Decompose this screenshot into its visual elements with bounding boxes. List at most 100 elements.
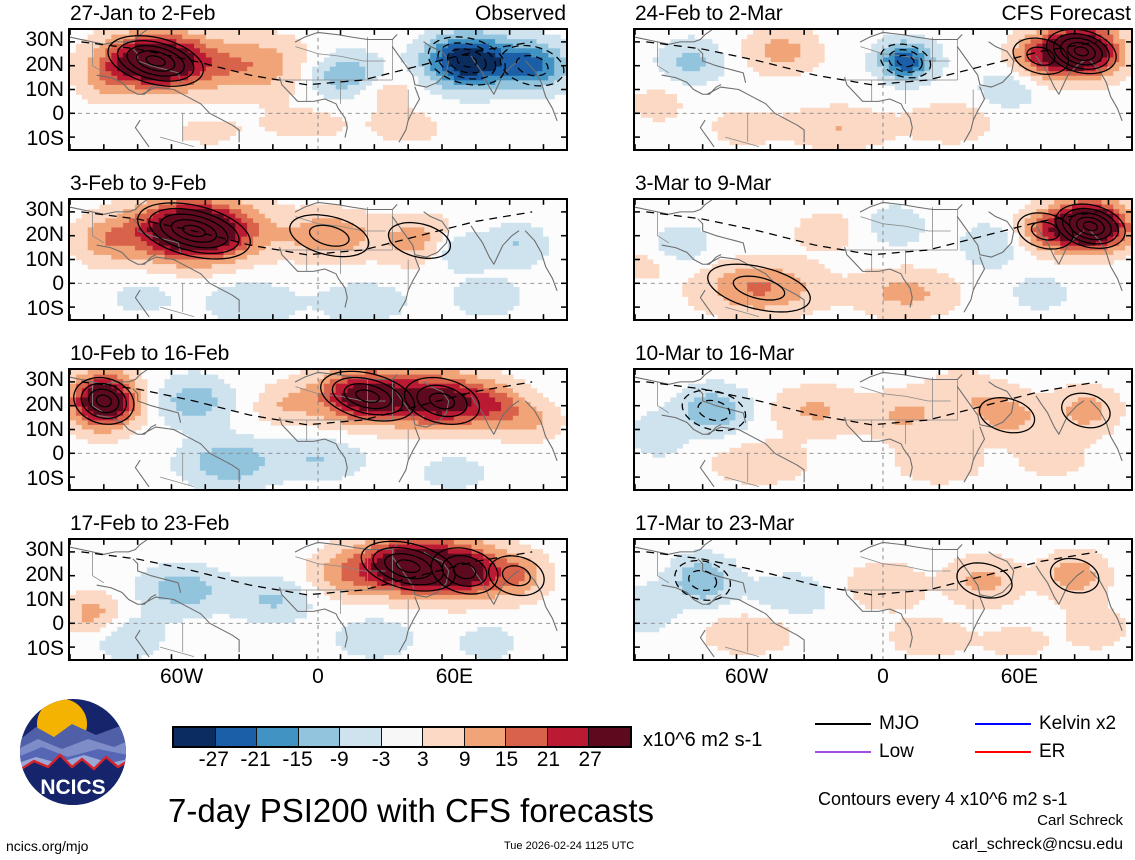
coastlines xyxy=(70,30,558,148)
colorbar-tick-labels: -27 -21 -15 -9 -3 3 9 15 21 27 xyxy=(172,748,632,774)
contact-email: carl_schreck@ncsu.edu xyxy=(952,836,1123,853)
colorbar-tick-label: -15 xyxy=(282,748,313,771)
x-tick-label: 0 xyxy=(877,665,889,688)
map-plot xyxy=(635,30,1131,149)
map-plot xyxy=(635,200,1131,319)
ncics-logo-text: NCICS xyxy=(40,776,105,799)
shaded-anomaly-field xyxy=(635,549,1126,656)
panel-title: 10-Mar to 16-Mar xyxy=(635,342,795,365)
legend-item-mjo: MJO xyxy=(815,713,919,735)
country-borders xyxy=(657,377,974,487)
y-tick-label: 10S xyxy=(26,296,64,320)
panel-title: 17-Mar to 23-Mar xyxy=(635,512,795,535)
page-title: 7-day PSI200 with CFS forecasts xyxy=(168,792,655,829)
colorbar-swatch-5 xyxy=(380,728,423,746)
y-axis-labels: 30N 20N 10N 0 10S xyxy=(10,198,64,321)
colorbar xyxy=(172,726,632,748)
y-axis-labels: 30N 20N 10N 0 10S xyxy=(10,28,64,151)
map-frame xyxy=(68,538,568,661)
panel-title: 3-Mar to 9-Mar xyxy=(635,172,772,195)
panel-title: 3-Feb to 9-Feb xyxy=(70,172,207,195)
y-tick-label: 0 xyxy=(52,442,64,466)
y-tick-label: 30N xyxy=(25,368,64,392)
map-frame xyxy=(633,198,1133,321)
y-tick-label: 10N xyxy=(25,77,64,101)
ncics-logo-icon: NCICS xyxy=(20,699,126,805)
wave-legend: MJO Kelvin x2 Low ER xyxy=(815,713,1125,769)
colorbar-tick-label: -21 xyxy=(240,748,271,771)
legend-label: Low xyxy=(879,741,914,762)
country-borders xyxy=(657,207,974,317)
colorbar-swatches xyxy=(172,726,632,748)
y-tick-label: 20N xyxy=(25,392,64,416)
x-tick-label: 60W xyxy=(160,665,204,688)
map-panel-3: 3-Feb to 9-Feb 30N 20N 10N 0 10S xyxy=(25,172,568,321)
colorbar-swatch-10 xyxy=(588,728,631,746)
panel-title: 27-Jan to 2-Feb xyxy=(70,2,216,25)
legend-line-swatch xyxy=(815,751,871,753)
y-tick-label: 30N xyxy=(25,538,64,562)
colorbar-swatch-4 xyxy=(339,728,381,746)
timestamp-label: Tue 2026-02-24 1125 UTC xyxy=(504,840,635,852)
colorbar-tick-label: 27 xyxy=(578,748,602,771)
legend-item-low: Low xyxy=(815,741,914,763)
colorbar-tick-label: -9 xyxy=(329,748,349,771)
x-tick-label: 0 xyxy=(312,665,324,688)
x-tick-label: 60E xyxy=(1000,665,1039,688)
map-frame xyxy=(68,198,568,321)
contour-lines xyxy=(81,202,533,260)
coastlines xyxy=(635,200,1123,318)
y-tick-label: 30N xyxy=(25,198,64,222)
y-tick-label: 10N xyxy=(25,417,64,441)
colorbar-swatch-2 xyxy=(256,728,298,746)
colorbar-units-label: x10^6 m2 s-1 xyxy=(643,729,763,751)
y-tick-label: 30N xyxy=(25,28,64,52)
coastlines xyxy=(635,30,1123,148)
map-panel-5: 10-Feb to 16-Feb 30N 20N 10N 0 10S xyxy=(25,342,568,491)
map-panel-4: 3-Mar to 9-Mar xyxy=(633,172,1133,321)
y-tick-label: 20N xyxy=(25,52,64,76)
colorbar-tick-label: 3 xyxy=(417,748,429,771)
contour-lines xyxy=(73,370,533,426)
map-frame xyxy=(68,28,568,151)
colorbar-swatch-0 xyxy=(174,728,215,746)
colorbar-tick-label: -3 xyxy=(371,748,391,771)
map-panel-6: 10-Mar to 16-Mar xyxy=(633,342,1133,491)
legend-label: ER xyxy=(1039,741,1066,762)
map-panel-2: 24-Feb to 2-Mar CFS Forecast xyxy=(633,2,1133,151)
y-tick-label: 10N xyxy=(25,247,64,271)
colorbar-tick-label: -27 xyxy=(198,748,229,771)
y-tick-label: 0 xyxy=(52,612,64,636)
contour-lines xyxy=(646,30,1117,86)
legend-label: MJO xyxy=(879,713,920,734)
y-axis-labels: 30N 20N 10N 0 10S xyxy=(10,368,64,491)
shaded-anomaly-field xyxy=(70,540,555,659)
y-tick-label: 0 xyxy=(52,272,64,296)
map-frame xyxy=(633,28,1133,151)
map-plot xyxy=(70,540,566,659)
colorbar-swatch-3 xyxy=(297,728,340,746)
coastlines xyxy=(635,370,1123,488)
colorbar-tick-label: 15 xyxy=(494,748,519,771)
map-plot xyxy=(635,370,1131,489)
panel-title: 17-Feb to 23-Feb xyxy=(70,512,230,535)
map-panel-1: 27-Jan to 2-Feb Observed 30N 20N 10N 0 10S xyxy=(25,2,568,151)
legend-label: Kelvin x2 xyxy=(1039,713,1117,734)
y-tick-label: 10S xyxy=(26,466,64,490)
y-axis-labels: 30N 20N 10N 0 10S xyxy=(10,538,64,661)
contour-lines xyxy=(646,381,1111,434)
map-plot xyxy=(70,30,566,149)
colorbar-tick-label: 9 xyxy=(458,748,471,771)
country-borders xyxy=(92,547,409,657)
site-url-label: ncics.org/mjo xyxy=(6,838,89,854)
panel-title: 10-Feb to 16-Feb xyxy=(70,342,230,365)
colorbar-tick-label: 21 xyxy=(536,748,561,771)
map-panel-7: 17-Feb to 23-Feb 30N 20N 10N 0 10S 60W 0 60E xyxy=(25,512,568,688)
colorbar-swatch-9 xyxy=(546,728,589,746)
y-tick-label: 10S xyxy=(26,636,64,660)
panel-title: 24-Feb to 2-Mar xyxy=(635,2,783,25)
author-credit: Carl Schreck xyxy=(1037,812,1123,829)
x-tick-label: 60W xyxy=(725,665,769,688)
legend-item-er: ER xyxy=(975,741,1065,763)
legend-line-swatch xyxy=(975,723,1031,725)
